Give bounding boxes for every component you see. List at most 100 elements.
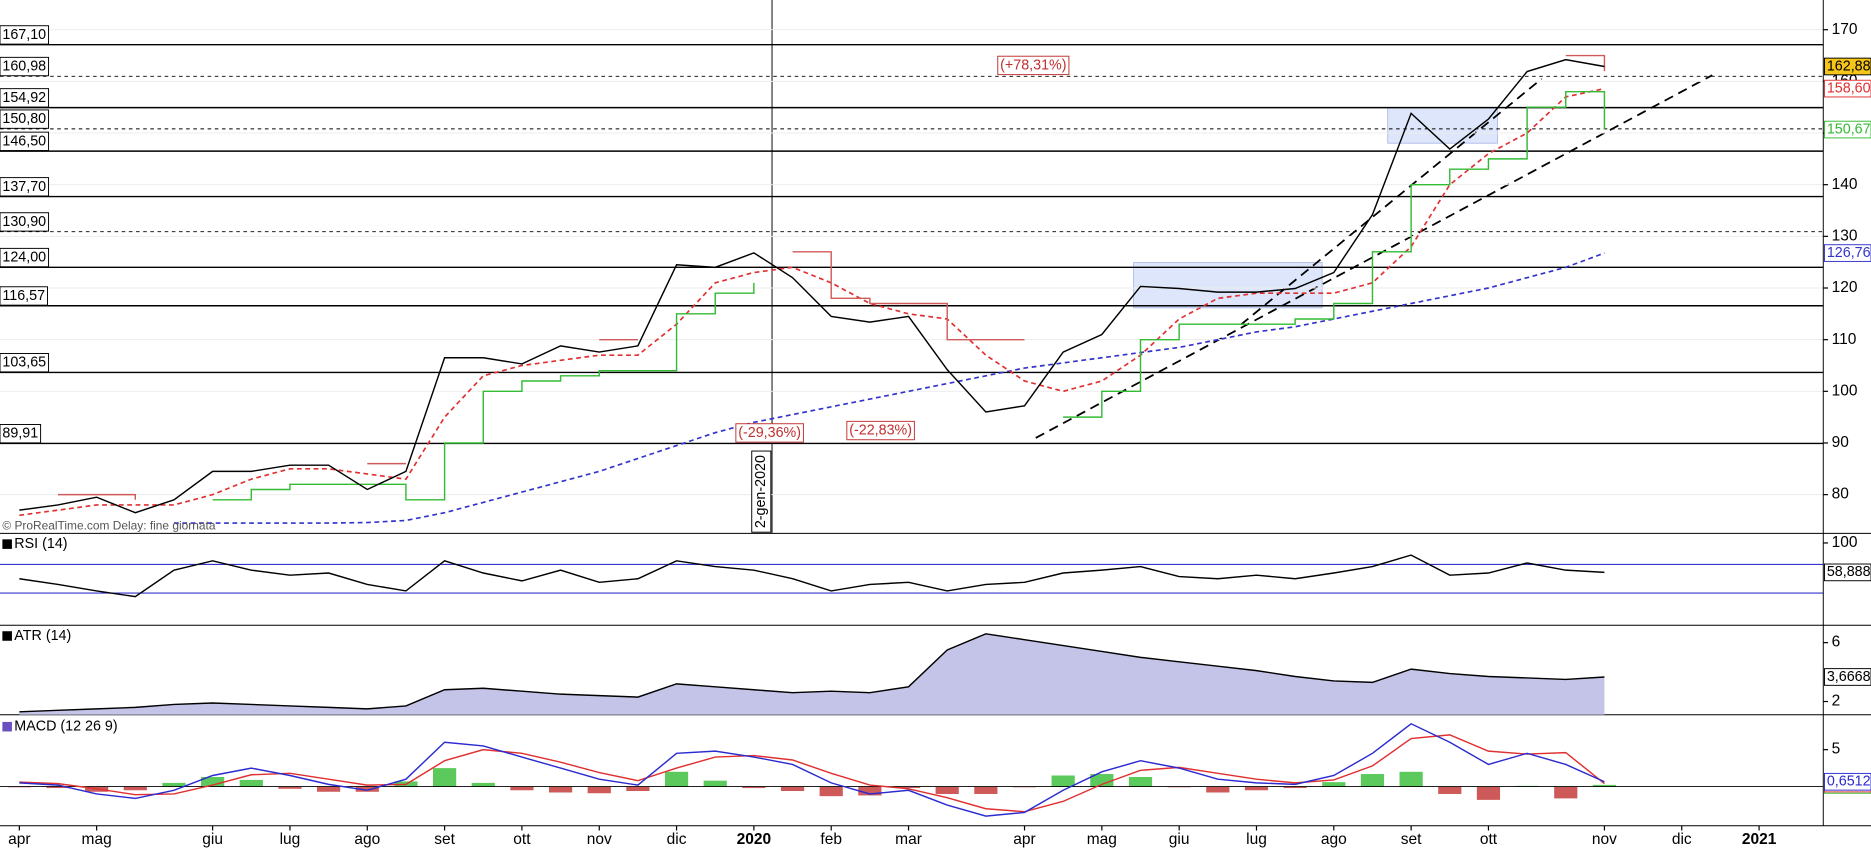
value-tag-label: 126,76 (1827, 245, 1871, 261)
title-icon (2, 631, 12, 641)
level-label: 130,90 (2, 214, 46, 230)
date-label: 2-gen-2020 (753, 455, 769, 528)
histogram-bar (1476, 786, 1501, 800)
value-tag-label: 3,6668 (1827, 669, 1871, 685)
y-tick-label: 140 (1832, 176, 1858, 193)
histogram-bar (819, 786, 843, 797)
histogram-bar (510, 786, 534, 791)
histogram-bar (1438, 786, 1462, 794)
line (19, 722, 1605, 817)
plot-layer: 8090100110120130140150160170167,10160,98… (0, 21, 1871, 848)
x-tick-label: giu (202, 831, 223, 848)
level-label: 150,80 (2, 111, 46, 127)
histogram-bar (123, 786, 147, 791)
x-tick-label: apr (8, 831, 30, 848)
date-label-group: 2-gen-2020 (751, 450, 772, 533)
range-box (1133, 262, 1323, 309)
panel-title: RSI (14) (14, 536, 67, 552)
y-tick-label: 100 (1832, 534, 1858, 551)
histogram-bar (974, 786, 998, 794)
histogram-bar (742, 786, 766, 789)
label-box (0, 424, 42, 444)
label-box (0, 177, 50, 197)
histogram-bar (278, 786, 302, 789)
area (19, 633, 1605, 715)
trend-line (1240, 78, 1543, 326)
label-box (0, 88, 50, 108)
line (57, 54, 1606, 500)
y-tick-label: 90 (1832, 434, 1850, 451)
line (19, 734, 1605, 813)
label-box (846, 420, 915, 441)
panel-title: ATR (14) (14, 628, 71, 644)
date-label-box (751, 450, 772, 533)
y-tick-label: 130 (1832, 227, 1858, 244)
annotation: (-29,36%) (738, 425, 801, 441)
level-label: 160,98 (2, 59, 46, 75)
line (19, 58, 1605, 514)
line (212, 90, 1606, 501)
level-label: 89,91 (2, 426, 38, 442)
histogram-bar (703, 780, 727, 787)
label-box (0, 56, 50, 77)
y-tick-label: 110 (1832, 331, 1857, 348)
y-tick-label: 170 (1832, 21, 1858, 38)
level-label: 103,65 (2, 355, 46, 371)
x-tick-label: ott (513, 831, 531, 848)
histogram-bar (548, 786, 573, 793)
x-tick-label: mag (1087, 831, 1117, 848)
histogram-bar (46, 786, 70, 789)
x-tick-label: ago (354, 831, 380, 848)
label-box (0, 109, 50, 129)
x-tick-label: mar (895, 831, 922, 848)
x-tick-label: 2021 (1742, 831, 1777, 848)
x-tick-label: nov (587, 831, 612, 848)
area-line (19, 633, 1605, 713)
histogram-bar (317, 786, 341, 792)
credit: © ProRealTime.com Delay: fine giornata (2, 518, 215, 532)
line (19, 554, 1605, 598)
x-tick-label: lug (280, 831, 301, 848)
value-tag (1823, 563, 1871, 582)
y-tick-label: 5 (1832, 741, 1841, 758)
histogram-bar (1090, 774, 1114, 787)
value-tag (1823, 57, 1871, 76)
panel-title: MACD (12 26 9) (14, 718, 117, 734)
x-tick-label: feb (820, 831, 842, 848)
histogram-bar (239, 779, 263, 787)
histogram-bar (1322, 782, 1346, 787)
x-tick-label: 2020 (737, 831, 771, 848)
histogram-bar (935, 786, 959, 794)
value-tag (1823, 244, 1871, 262)
histogram-bar (1206, 786, 1230, 793)
x-tick-label: lug (1246, 831, 1267, 848)
label-box (0, 286, 48, 306)
histogram-bar (1244, 786, 1269, 791)
label-box (0, 25, 50, 45)
value-tag-label: 162,88 (1827, 58, 1871, 74)
histogram-bar (1554, 786, 1578, 799)
value-tag (1823, 120, 1871, 139)
x-tick-label: dic (1672, 831, 1692, 848)
value-tag-label: 58,888 (1827, 564, 1871, 580)
value-tag-label: 150,67 (1827, 121, 1871, 137)
value-tag (1823, 772, 1871, 791)
label-box (0, 212, 50, 232)
y-tick-label: 6 (1832, 634, 1841, 651)
histogram-bar (1592, 784, 1617, 787)
histogram-bar (162, 782, 186, 787)
x-tick-label: set (1401, 831, 1422, 848)
annotation: (+78,31%) (1000, 57, 1066, 73)
annotation: (-22,83%) (849, 423, 912, 439)
histogram-bar (1128, 776, 1153, 787)
label-box (735, 423, 804, 443)
level-label: 146,50 (2, 133, 46, 149)
histogram-bar (1051, 775, 1075, 787)
histogram-bar (471, 782, 495, 787)
histogram-bar (587, 786, 611, 794)
x-tick-label: dic (667, 831, 687, 848)
histogram-bar (780, 786, 805, 792)
title-icon (2, 539, 12, 549)
